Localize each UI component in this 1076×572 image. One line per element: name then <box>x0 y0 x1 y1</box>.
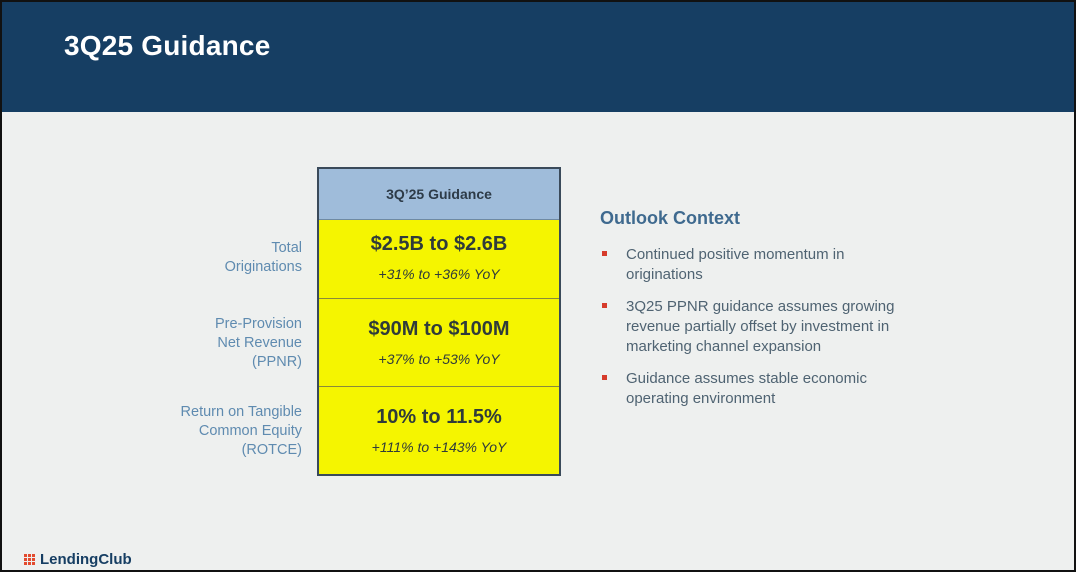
guidance-table-header: 3Q’25 Guidance <box>319 169 559 220</box>
row-label-originations: Total Originations <box>122 239 302 277</box>
guidance-cell-ppnr: $90M to $100M +37% to +53% YoY <box>319 318 559 367</box>
bullet-square-icon <box>602 303 607 308</box>
row-label-line: Return on Tangible <box>180 404 302 420</box>
bullet-square-icon <box>602 251 607 256</box>
table-divider <box>319 386 559 387</box>
outlook-bullet: Guidance assumes stable economic operati… <box>600 369 920 409</box>
row-label-line: Pre-Provision <box>214 316 302 332</box>
logo-text: LendingClub <box>40 551 132 568</box>
lendingclub-logo: LendingClub <box>24 551 132 568</box>
row-label-line: Originations <box>224 259 302 275</box>
guidance-value: 10% to 11.5% <box>376 406 502 428</box>
guidance-cell-rotce: 10% to 11.5% +111% to +143% YoY <box>319 406 559 455</box>
outlook-bullet-text: Continued positive momentum in originati… <box>626 246 845 283</box>
row-label-ppnr: Pre-Provision Net Revenue (PPNR) <box>122 315 302 372</box>
guidance-yoy: +111% to +143% YoY <box>371 439 507 455</box>
guidance-cell-originations: $2.5B to $2.6B +31% to +36% YoY <box>319 233 559 282</box>
guidance-yoy: +37% to +53% YoY <box>378 351 500 367</box>
outlook-bullet: 3Q25 PPNR guidance assumes growing reven… <box>600 297 920 357</box>
guidance-value: $90M to $100M <box>368 318 510 340</box>
outlook-bullet-text: 3Q25 PPNR guidance assumes growing reven… <box>626 298 895 355</box>
bullet-square-icon <box>602 375 607 380</box>
guidance-yoy: +31% to +36% YoY <box>378 266 500 282</box>
row-label-rotce: Return on Tangible Common Equity (ROTCE) <box>122 403 302 460</box>
row-label-line: Common Equity <box>198 423 302 439</box>
outlook-context: Outlook Context Continued positive momen… <box>600 208 920 421</box>
row-label-line: Total <box>271 240 302 256</box>
outlook-heading: Outlook Context <box>600 208 740 228</box>
row-label-line: Net Revenue <box>217 335 302 351</box>
outlook-bullet: Continued positive momentum in originati… <box>600 245 920 285</box>
guidance-value: $2.5B to $2.6B <box>370 233 508 255</box>
row-label-line: (PPNR) <box>252 354 302 370</box>
outlook-bullet-text: Guidance assumes stable economic operati… <box>626 370 867 407</box>
guidance-table: 3Q’25 Guidance $2.5B to $2.6B +31% to +3… <box>317 167 561 476</box>
row-label-line: (ROTCE) <box>241 442 302 458</box>
table-divider <box>319 298 559 299</box>
title-bar: 3Q25 Guidance <box>2 2 1074 112</box>
lendingclub-grid-icon <box>24 553 36 566</box>
page-title: 3Q25 Guidance <box>64 30 271 61</box>
